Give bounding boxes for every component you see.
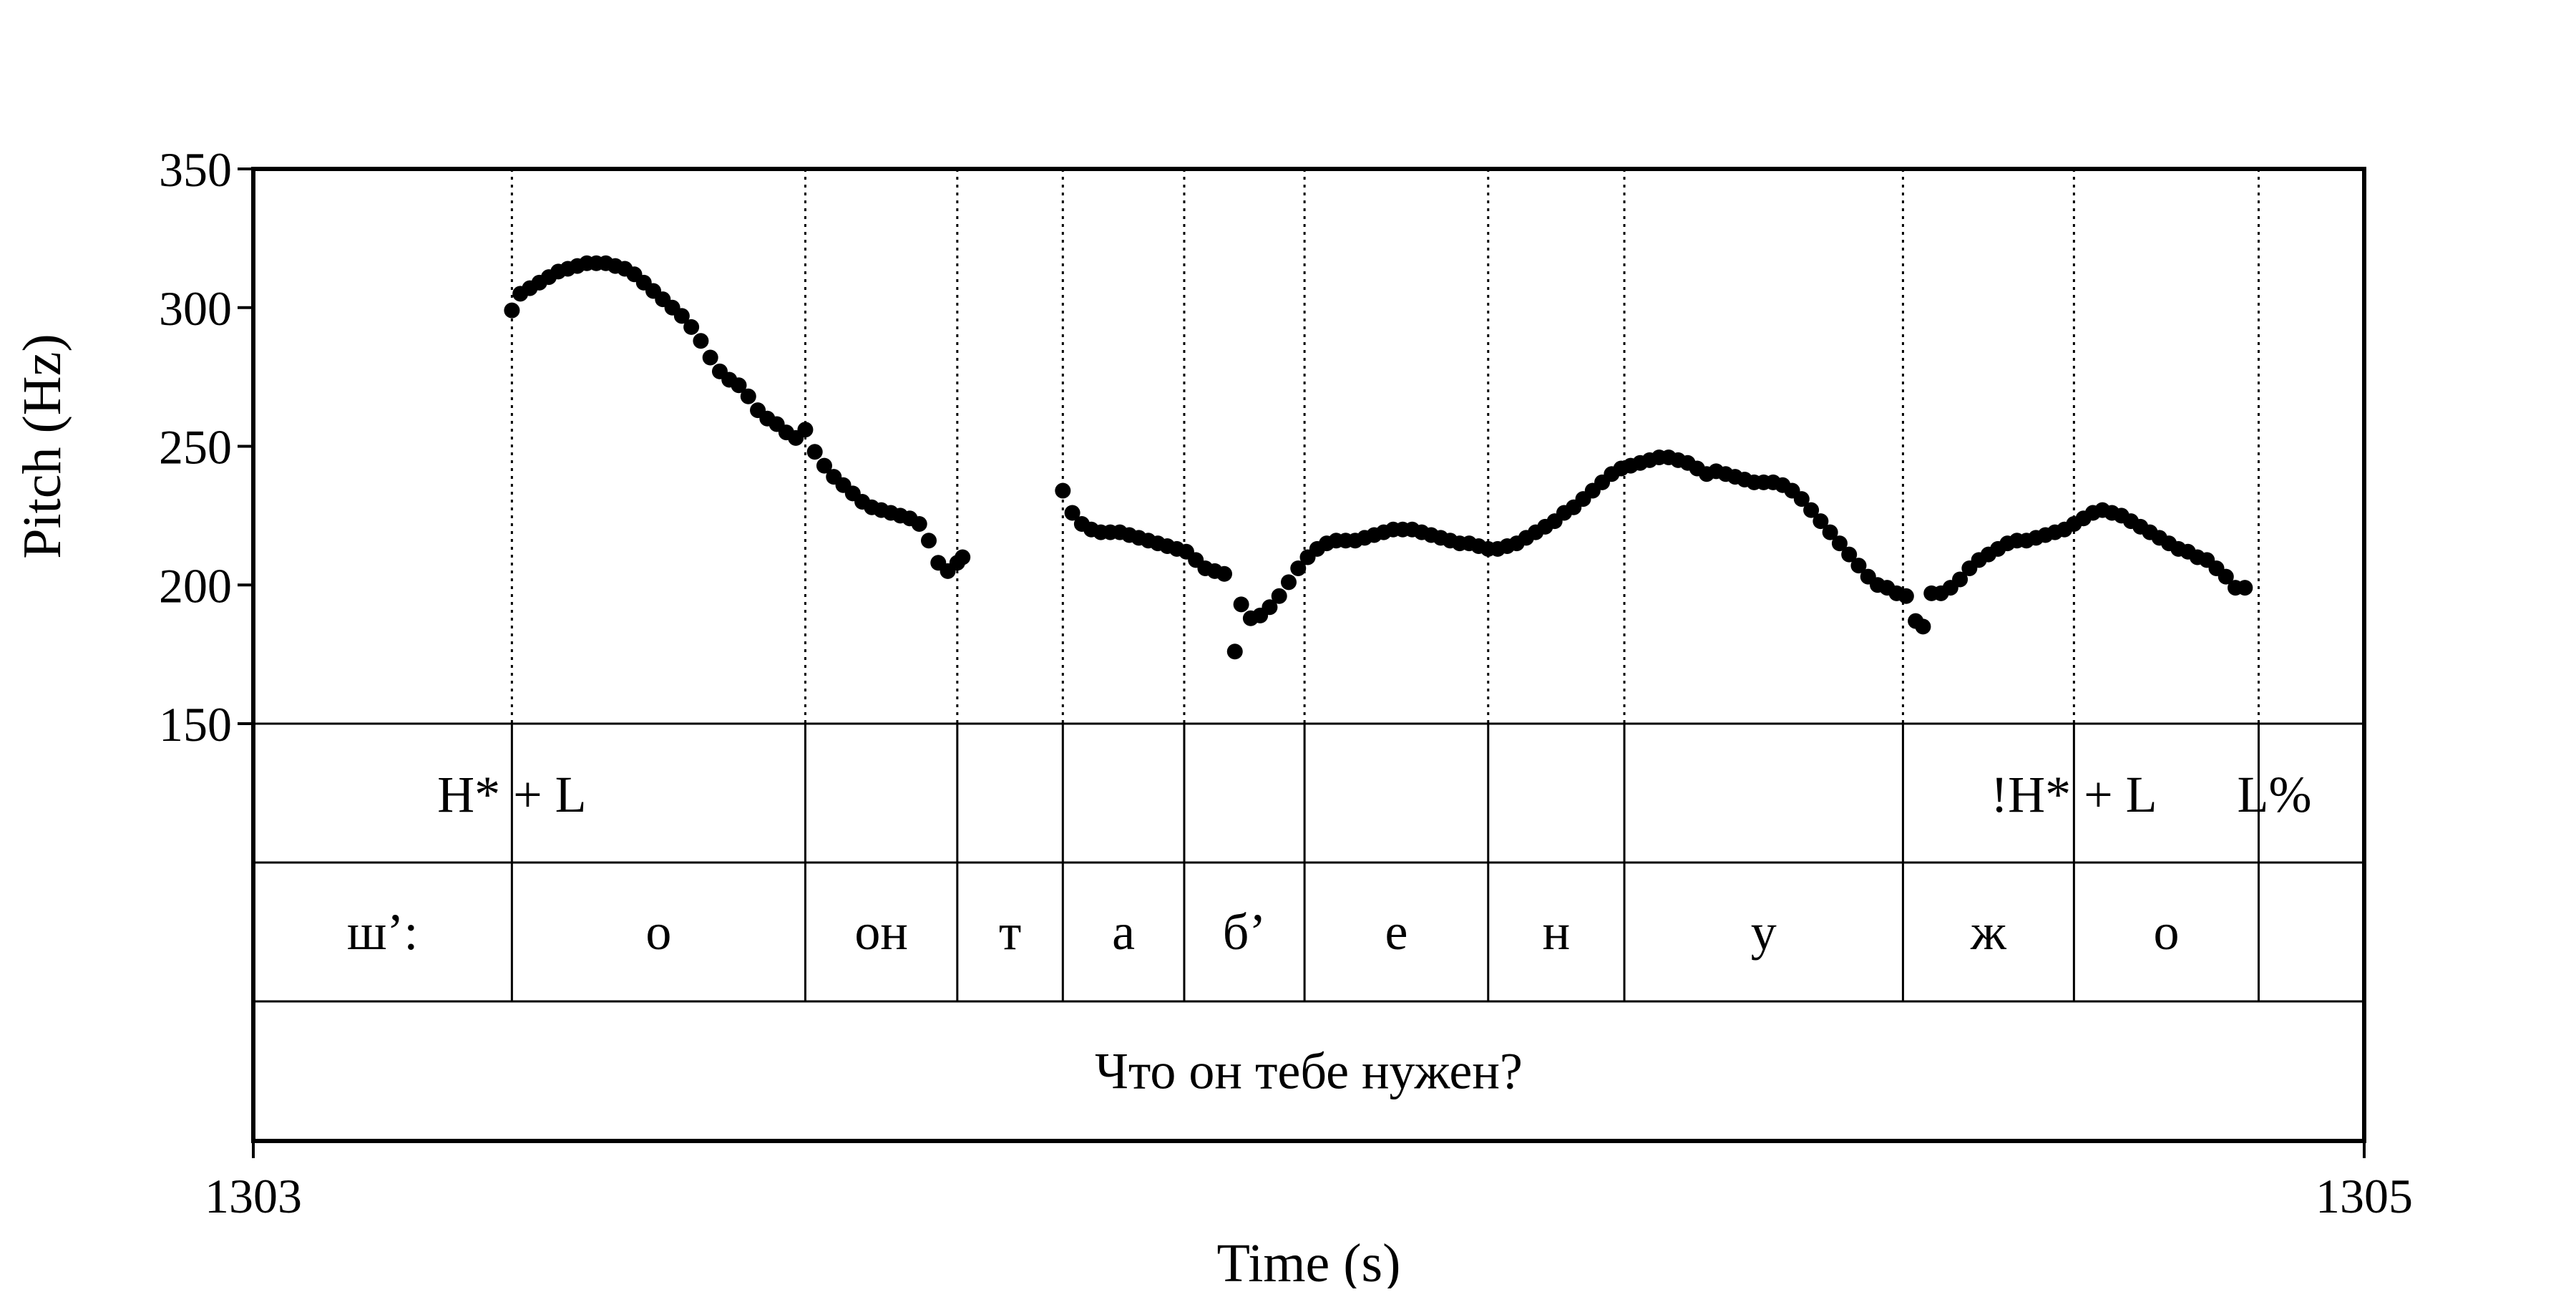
x-axis-label: Time (s) <box>1217 1233 1401 1288</box>
phone-label: ш’: <box>347 903 418 961</box>
pitch-point <box>2237 580 2253 596</box>
tone-label: L% <box>2238 766 2312 823</box>
pitch-point <box>1233 596 1249 613</box>
frame-layer <box>238 167 2366 1158</box>
pitch-point <box>816 457 832 474</box>
phone-label: у <box>1751 903 1777 961</box>
text-layer: 150 200 250 300 350 1303 1305 Time (s) Pitch (Hz… <box>12 142 2413 1292</box>
pitch-point <box>921 533 937 549</box>
y-tick-label: 250 <box>159 420 232 475</box>
pitch-point <box>702 349 718 366</box>
pitch-point <box>1216 565 1232 582</box>
pitch-point <box>1813 513 1829 530</box>
y-tick-label: 150 <box>159 697 232 752</box>
x-tick-label: 1305 <box>2316 1169 2413 1223</box>
sentence-label: Что он тебе нужен? <box>1095 1043 1523 1100</box>
pitch-point <box>1271 588 1287 604</box>
pitch-point <box>1841 546 1858 563</box>
phone-label: он <box>854 903 908 961</box>
pitch-point <box>683 319 700 335</box>
pitch-point <box>1280 574 1297 591</box>
pitch-points <box>504 255 2253 660</box>
pitch-point <box>2218 568 2234 585</box>
y-tick-label: 350 <box>159 142 232 197</box>
phone-label: б’ <box>1223 903 1267 961</box>
pitch-point <box>693 333 709 349</box>
pitch-point <box>1803 502 1820 518</box>
pitch-point <box>1822 524 1838 540</box>
pitch-point <box>1064 505 1080 521</box>
tone-label: !H* + L <box>1991 766 2157 823</box>
pitch-point <box>1952 571 1968 588</box>
y-axis-label: Pitch (Hz) <box>12 334 72 558</box>
pitch-point <box>806 444 823 460</box>
pitch-point <box>797 422 814 438</box>
pitch-point <box>673 308 690 324</box>
phone-label: о <box>2153 903 2179 961</box>
phone-label: о <box>645 903 671 961</box>
pitch-point <box>1290 560 1307 576</box>
pitch-point <box>1055 482 1071 499</box>
phone-label: н <box>1543 903 1571 961</box>
y-tick-label: 300 <box>159 281 232 336</box>
pitch-point <box>1226 643 1243 660</box>
phone-label: ж <box>1970 903 2007 961</box>
pitch-point <box>1793 491 1810 507</box>
x-tick-label: 1303 <box>205 1169 302 1223</box>
pitch-point <box>955 549 971 565</box>
phone-label: т <box>999 903 1021 961</box>
plot-frame <box>251 167 2366 1143</box>
pitch-point <box>1262 599 1278 616</box>
phone-label: е <box>1385 903 1407 961</box>
pitch-point <box>731 377 747 394</box>
phone-label: а <box>1112 903 1135 961</box>
pitch-point <box>1831 535 1848 552</box>
y-tick-label: 200 <box>159 558 232 613</box>
pitch-point <box>504 302 520 319</box>
pitch-point <box>740 388 756 404</box>
pitch-point <box>1915 618 1931 635</box>
pitch-point <box>1850 558 1867 574</box>
pitch-point <box>911 516 927 532</box>
boundary-layer <box>510 169 2260 1001</box>
tone-label: H* + L <box>437 766 587 823</box>
pitch-point <box>1898 588 1914 604</box>
